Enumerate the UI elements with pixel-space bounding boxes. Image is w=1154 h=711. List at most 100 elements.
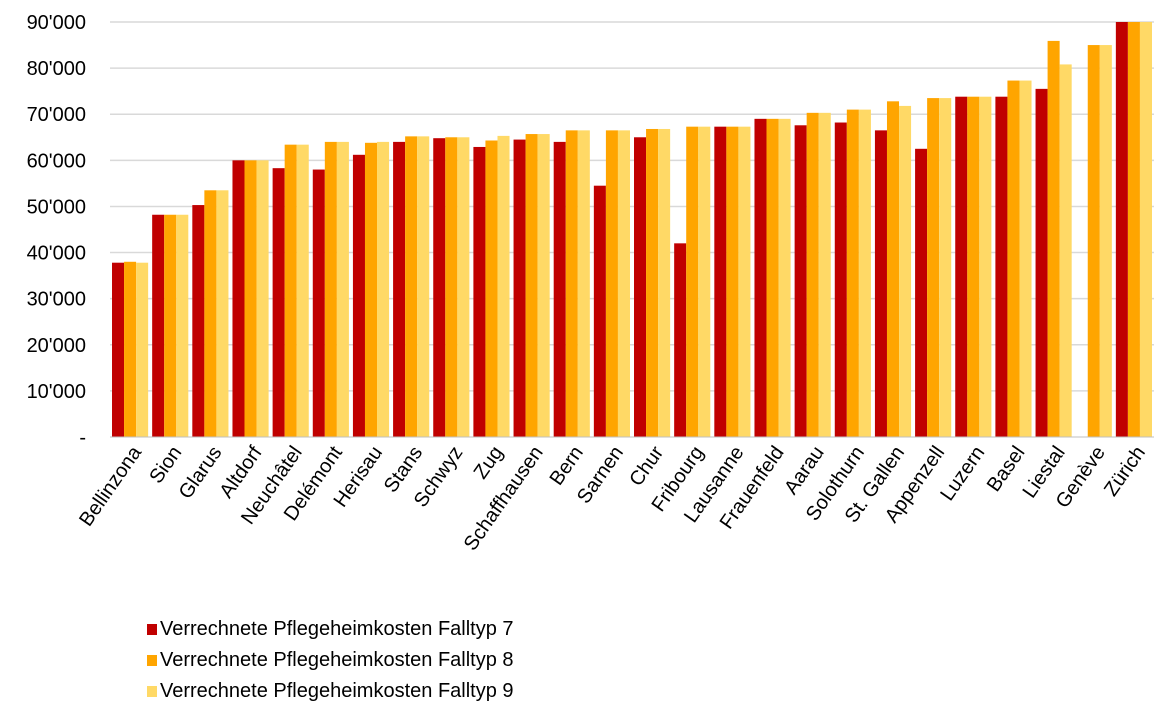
bars [112,22,1152,438]
bar [967,96,980,437]
bar [216,190,229,437]
y-tick-label: 70'000 [27,104,86,126]
legend: Verrechnete Pflegeheimkosten Falltyp 7 Ve… [147,618,514,702]
bar [794,125,807,438]
bar [232,160,245,438]
bar [886,101,900,438]
bar [674,243,687,437]
bar [1087,45,1100,438]
bar [1047,40,1060,438]
bar [726,126,739,437]
bar [686,126,699,437]
bar [513,139,526,438]
bar [698,126,711,437]
bar [1127,22,1140,437]
bar [738,126,751,437]
legend-swatch [147,686,157,697]
bar [377,141,390,437]
bar [834,122,847,438]
y-tick-label: 90'000 [27,12,86,34]
bar [473,146,486,437]
bar [393,141,406,437]
bar [1099,45,1112,438]
bar [176,214,189,437]
y-tick-label: 30'000 [27,289,86,311]
y-tick-label: 60'000 [27,150,86,172]
x-category-label: Zürich [1100,442,1150,500]
bar [979,96,992,437]
bar [296,144,309,437]
y-tick-label: - [79,427,86,449]
x-category-label: Sion [145,442,186,487]
bar [605,130,618,437]
bar [1035,88,1048,437]
bar [405,136,418,437]
bar [1007,80,1020,438]
bar [272,168,285,437]
bar [204,190,217,437]
bar [324,141,337,437]
bar [152,214,165,437]
bar [364,142,378,438]
x-axis-categories: Bellinzona SionGlarusAltdorfNeuchâtelDelé… [75,442,1150,555]
bar [553,141,566,437]
legend-swatch [147,655,157,666]
bar [525,134,538,438]
bar [1115,22,1128,437]
bar [714,126,727,437]
legend-label: Verrechnete Pflegeheimkosten Falltyp 9 [160,680,514,702]
x-category-label: Zug [470,442,508,483]
bar [537,134,550,438]
bar [497,135,510,437]
bar [124,261,137,437]
bar [565,130,578,437]
bar [433,138,446,437]
bar [858,109,871,437]
bar [417,136,430,437]
bar [284,144,297,437]
bar [939,98,952,437]
bar [818,112,831,437]
bar [899,105,912,437]
bar [915,148,928,438]
bar [244,160,257,438]
bar [646,128,659,437]
bar [485,140,498,437]
y-tick-label: 80'000 [27,58,86,80]
legend-swatch [147,624,157,635]
bar [577,130,590,437]
bar [136,262,149,437]
bar [192,205,205,437]
bar [256,160,269,438]
bar [778,118,791,437]
bar [312,169,325,438]
bar [927,98,940,437]
legend-label: Verrechnete Pflegeheimkosten Falltyp 8 [160,649,514,671]
bar [766,118,779,437]
bar [457,137,470,437]
bar [955,96,968,437]
bar [806,112,819,437]
bar [658,128,671,437]
bar [112,262,125,437]
y-tick-label: 50'000 [27,196,86,218]
y-tick-label: 40'000 [27,243,86,265]
bar [874,130,887,437]
bar [846,109,859,437]
y-tick-label: 10'000 [27,381,86,403]
y-tick-label: 20'000 [27,335,86,357]
bar [1059,64,1072,437]
bar [617,130,630,437]
bar [1019,80,1032,438]
legend-label: Verrechnete Pflegeheimkosten Falltyp 7 [160,618,514,640]
bar [754,118,767,437]
bar [336,141,349,437]
y-axis-ticks: - 10'000 20'000 30'000 40'000 50'000 60'000 70'… [27,12,86,449]
bar [634,137,647,437]
x-category-label: Bellinzona [75,442,146,531]
bar [1139,22,1152,437]
bar [995,96,1008,437]
bar [445,137,458,437]
x-category-label: Glarus [175,442,227,503]
